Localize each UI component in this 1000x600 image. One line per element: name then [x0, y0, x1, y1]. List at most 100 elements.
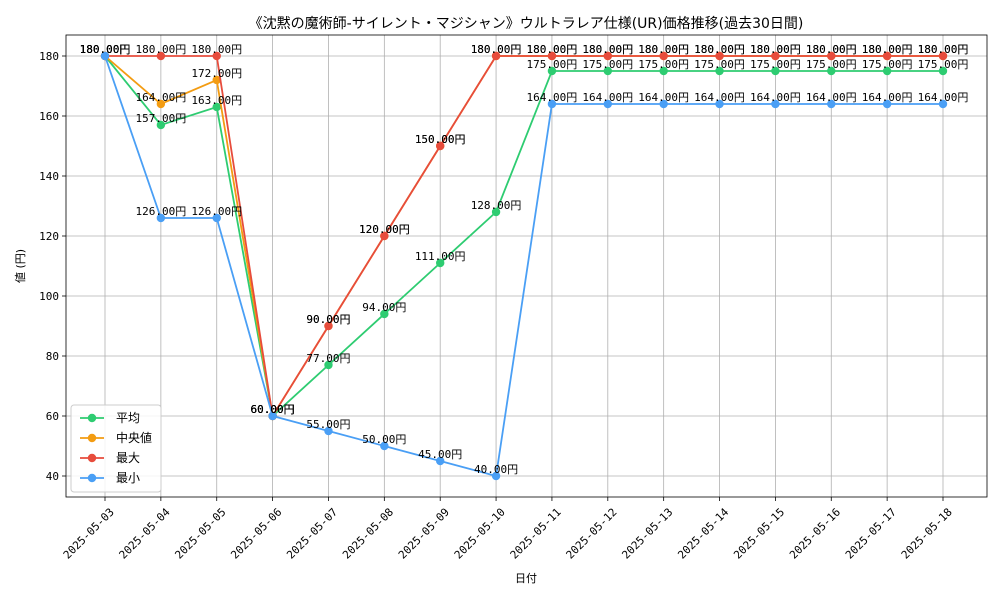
data-label: 175.00円 — [638, 58, 689, 71]
series-平均 — [100, 51, 948, 421]
data-label: 180.00円 — [527, 43, 578, 56]
data-label: 164.00円 — [750, 91, 801, 104]
data-point — [715, 66, 724, 76]
data-point — [436, 456, 445, 466]
x-tick-label: 2025-05-09 — [396, 506, 452, 562]
data-point — [547, 51, 557, 61]
data-label: 172.00円 — [191, 67, 242, 80]
data-point — [771, 66, 780, 76]
data-point — [380, 231, 389, 241]
series-line — [104, 55, 943, 478]
data-label: 60.00円 — [251, 403, 295, 416]
data-label: 164.00円 — [582, 91, 633, 104]
data-label: 175.00円 — [582, 58, 633, 71]
data-point — [882, 99, 892, 109]
data-point — [547, 99, 557, 109]
data-point — [491, 471, 501, 481]
data-label: 180.00円 — [80, 43, 131, 56]
data-label: 60.00円 — [251, 403, 295, 416]
data-point — [212, 51, 221, 61]
data-label: 180.00円 — [806, 43, 857, 56]
data-point — [380, 441, 389, 451]
data-label-layer: 180.00円 157.00円 163.00円 60.00円 77.00円 94.00円 1… — [80, 43, 969, 476]
data-point — [938, 51, 948, 61]
x-tick-label: 2025-05-18 — [899, 506, 955, 562]
data-label: 55.00円 — [306, 418, 350, 431]
x-axis-label: 日付 — [515, 572, 537, 585]
data-label: 180.00円 — [471, 43, 522, 56]
data-point — [659, 51, 668, 61]
data-label: 180.00円 — [918, 43, 969, 56]
data-point — [715, 99, 724, 109]
data-point — [324, 321, 333, 331]
data-point — [882, 51, 892, 61]
legend-entry: 平均 — [116, 411, 140, 425]
y-tick-layer: 40 60 80 100 120 140 160 180 — [39, 50, 66, 483]
data-label: 180.00円 — [638, 43, 689, 56]
data-point — [436, 141, 445, 151]
series-line — [105, 55, 943, 419]
x-tick-label: 2025-05-04 — [117, 505, 173, 561]
data-point — [882, 66, 892, 76]
data-point — [324, 426, 333, 436]
data-label: 60.00円 — [251, 403, 295, 416]
data-point — [212, 213, 221, 223]
data-point — [547, 66, 557, 76]
data-label: 164.00円 — [527, 91, 578, 104]
x-tick-label: 2025-05-05 — [172, 506, 228, 562]
data-point — [827, 66, 836, 76]
x-tick-label: 2025-05-12 — [564, 506, 620, 562]
data-point — [827, 51, 836, 61]
data-label: 50.00円 — [362, 433, 406, 446]
data-label: 175.00円 — [750, 58, 801, 71]
x-tick-label: 2025-05-13 — [619, 506, 675, 562]
data-label: 180.00円 — [80, 43, 131, 56]
y-tick-label: 160 — [39, 110, 59, 123]
grid-layer — [66, 35, 987, 497]
x-tick-label: 2025-05-16 — [787, 506, 843, 562]
legend-entry: 最小 — [116, 471, 140, 485]
data-point — [938, 66, 948, 76]
data-label: 180.00円 — [80, 43, 131, 56]
data-point — [491, 51, 501, 61]
data-point — [603, 66, 612, 76]
data-label: 180.00円 — [750, 43, 801, 56]
data-point — [603, 99, 612, 109]
data-point — [827, 99, 836, 109]
x-tick-label: 2025-05-15 — [731, 506, 787, 562]
series-layer — [100, 51, 948, 481]
data-label: 164.00円 — [638, 91, 689, 104]
data-label: 175.00円 — [918, 58, 969, 71]
data-label: 180.00円 — [638, 43, 689, 56]
data-label: 180.00円 — [582, 43, 633, 56]
data-label: 164.00円 — [694, 91, 745, 104]
y-tick-label: 120 — [39, 230, 59, 243]
data-point — [156, 120, 166, 130]
y-tick-label: 100 — [39, 290, 59, 303]
x-tick-label: 2025-05-17 — [843, 506, 899, 562]
data-point — [156, 51, 166, 61]
data-label: 150.00円 — [415, 133, 466, 146]
data-point — [268, 411, 277, 421]
data-label: 175.00円 — [862, 58, 913, 71]
data-point — [212, 102, 221, 112]
data-point — [771, 51, 780, 61]
legend-marker — [87, 453, 97, 463]
data-label: 175.00円 — [806, 58, 857, 71]
legend-entry: 最大 — [116, 451, 140, 465]
data-label: 180.00円 — [862, 43, 913, 56]
x-tick-label: 2025-05-06 — [228, 506, 284, 562]
data-point — [659, 66, 668, 76]
data-label: 77.00円 — [306, 352, 350, 365]
legend-entry: 中央値 — [116, 430, 152, 445]
data-label: 180.00円 — [694, 43, 745, 56]
x-tick-label: 2025-05-08 — [340, 506, 396, 562]
data-label: 180.00円 — [806, 43, 857, 56]
data-label: 120.00円 — [359, 223, 410, 236]
data-label: 45.00円 — [418, 448, 462, 461]
data-point — [715, 51, 724, 61]
data-point — [771, 99, 780, 109]
data-label: 180.00円 — [862, 43, 913, 56]
data-label: 180.00円 — [471, 43, 522, 56]
